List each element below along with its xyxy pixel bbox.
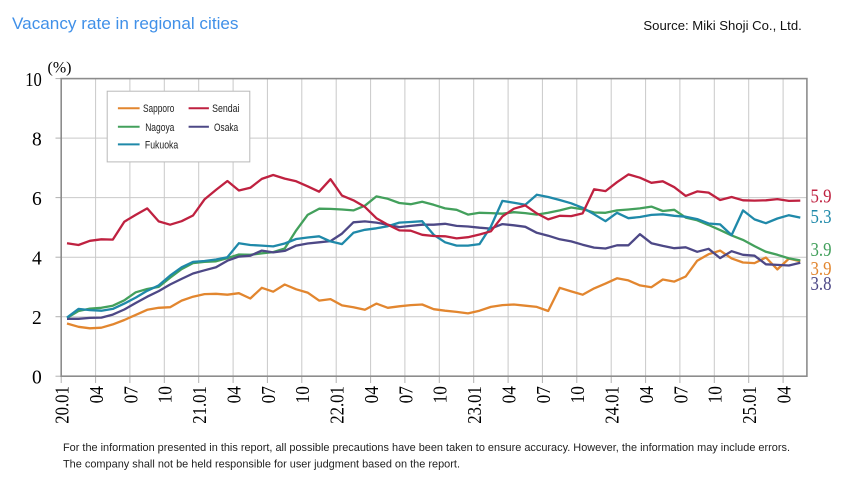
svg-text:10: 10 [292,386,314,403]
svg-text:Nagoya: Nagoya [145,122,175,134]
svg-text:Source: Miki Shoji Co., Ltd.: Source: Miki Shoji Co., Ltd. [643,18,801,33]
svg-text:07: 07 [395,386,417,403]
svg-text:07: 07 [670,386,692,403]
svg-text:20.01: 20.01 [52,386,74,424]
svg-text:0: 0 [32,368,42,389]
svg-text:04: 04 [636,386,658,403]
svg-text:Sendai: Sendai [212,103,239,115]
svg-text:07: 07 [258,386,280,403]
svg-text:(%): (%) [48,59,72,76]
svg-text:23.01: 23.01 [464,386,486,424]
svg-text:04: 04 [86,386,108,403]
svg-text:10: 10 [567,386,589,403]
svg-text:21.01: 21.01 [189,386,211,424]
svg-text:2: 2 [32,308,42,329]
svg-text:04: 04 [224,386,246,403]
svg-text:22.01: 22.01 [327,386,349,424]
svg-text:5.9: 5.9 [811,187,832,208]
svg-text:10: 10 [430,386,452,403]
svg-text:04: 04 [774,386,796,403]
svg-text:25.01: 25.01 [739,386,761,424]
svg-text:4: 4 [32,249,42,270]
svg-text:10: 10 [155,386,177,403]
svg-text:Vacancy rate in regional citie: Vacancy rate in regional cities [12,14,238,33]
svg-text:3.9: 3.9 [811,240,832,261]
svg-text:07: 07 [120,386,142,403]
svg-text:10: 10 [705,386,727,403]
svg-text:8: 8 [32,129,42,150]
svg-text:07: 07 [533,386,555,403]
svg-text:Fukuoka: Fukuoka [145,139,179,151]
svg-text:3.8: 3.8 [811,274,832,295]
svg-text:3.9: 3.9 [811,259,832,280]
svg-text:Sapporo: Sapporo [143,103,174,115]
svg-text:5.3: 5.3 [811,207,832,228]
svg-text:04: 04 [361,386,383,403]
svg-text:10: 10 [25,70,42,91]
svg-text:24.01: 24.01 [602,386,624,424]
svg-text:The company shall not be held: The company shall not be held responsibl… [63,459,460,471]
svg-text:For the information presented: For the information presented in this re… [63,442,790,454]
svg-text:Osaka: Osaka [214,122,239,134]
svg-text:04: 04 [499,386,521,403]
svg-text:6: 6 [32,189,42,210]
